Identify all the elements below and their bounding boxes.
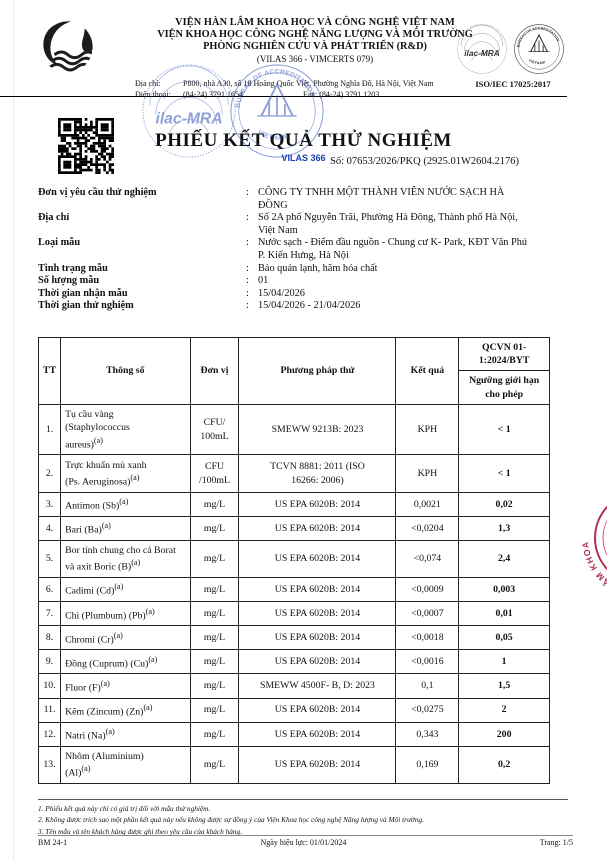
svg-text:ilac-MRA: ilac-MRA bbox=[464, 48, 500, 58]
svg-text:VIETNAM: VIETNAM bbox=[528, 58, 546, 65]
svg-text:HÀN LÂM KHOA: HÀN LÂM KHOA bbox=[580, 540, 607, 599]
svg-text:ilac-MRA: ilac-MRA bbox=[155, 111, 222, 128]
svg-text:VIETNAM: VIETNAM bbox=[256, 129, 290, 142]
